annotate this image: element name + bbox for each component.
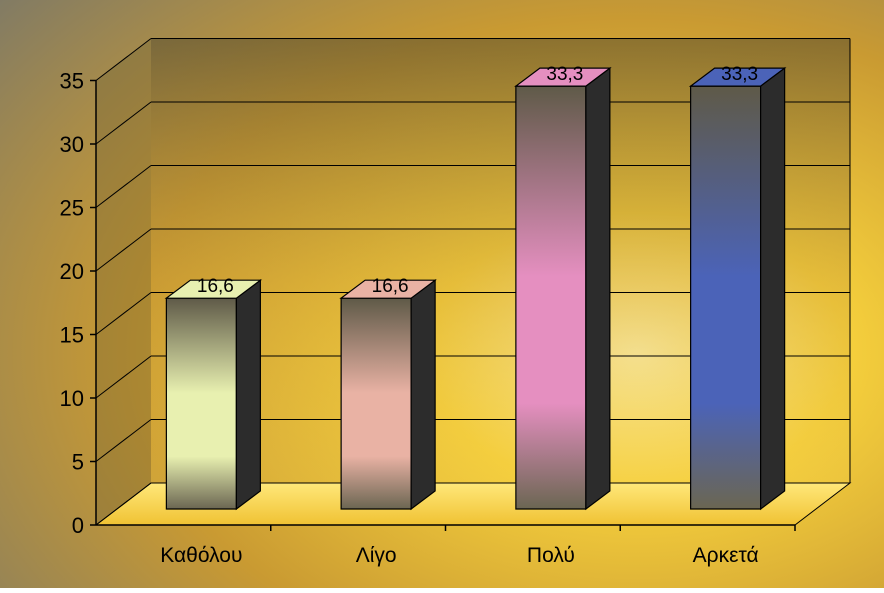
bar-front (165, 297, 237, 510)
y-tick-label: 15 (60, 323, 84, 348)
y-tick-label: 30 (60, 132, 84, 157)
x-category-label: Αρκετά (693, 544, 759, 567)
bar-1 (164, 278, 263, 511)
bar-2 (339, 278, 437, 511)
bar-front (690, 85, 762, 510)
bar-side (585, 66, 611, 511)
back-wall (151, 38, 850, 483)
y-tick-label: 25 (60, 196, 84, 221)
bar-top (514, 67, 612, 87)
y-tick-label: 0 (72, 513, 84, 538)
bar-4 (688, 66, 787, 511)
gridline-side (95, 38, 152, 81)
gridline-side (95, 355, 152, 399)
bar-side (235, 278, 261, 511)
bar-top (688, 67, 787, 87)
data-label: 33,3 (721, 64, 758, 85)
bar-top (339, 279, 437, 299)
y-tick-label: 10 (60, 386, 84, 411)
gridline-side (95, 482, 152, 526)
x-category-label: Λίγο (356, 544, 397, 567)
bar-front (515, 85, 587, 510)
bar-side (760, 66, 786, 511)
data-label: 16,6 (197, 276, 234, 297)
gridline-side (95, 101, 152, 145)
gridline-side (95, 228, 152, 272)
x-category-label: Πολύ (527, 544, 575, 567)
y-tick-label: 5 (72, 450, 84, 475)
bar-3 (514, 66, 612, 511)
y-tick-label: 35 (60, 69, 84, 94)
bar-side (410, 278, 436, 511)
bar-top (164, 279, 263, 299)
gridline-side (95, 165, 152, 208)
gridline-side (95, 419, 152, 462)
y-tick-label: 20 (60, 259, 84, 284)
gridline-side (95, 292, 152, 335)
side-wall (96, 38, 151, 525)
data-label: 16,6 (372, 276, 409, 297)
bar-front (340, 297, 412, 510)
x-category-label: Καθόλου (160, 544, 242, 567)
data-label: 33,3 (546, 64, 583, 85)
